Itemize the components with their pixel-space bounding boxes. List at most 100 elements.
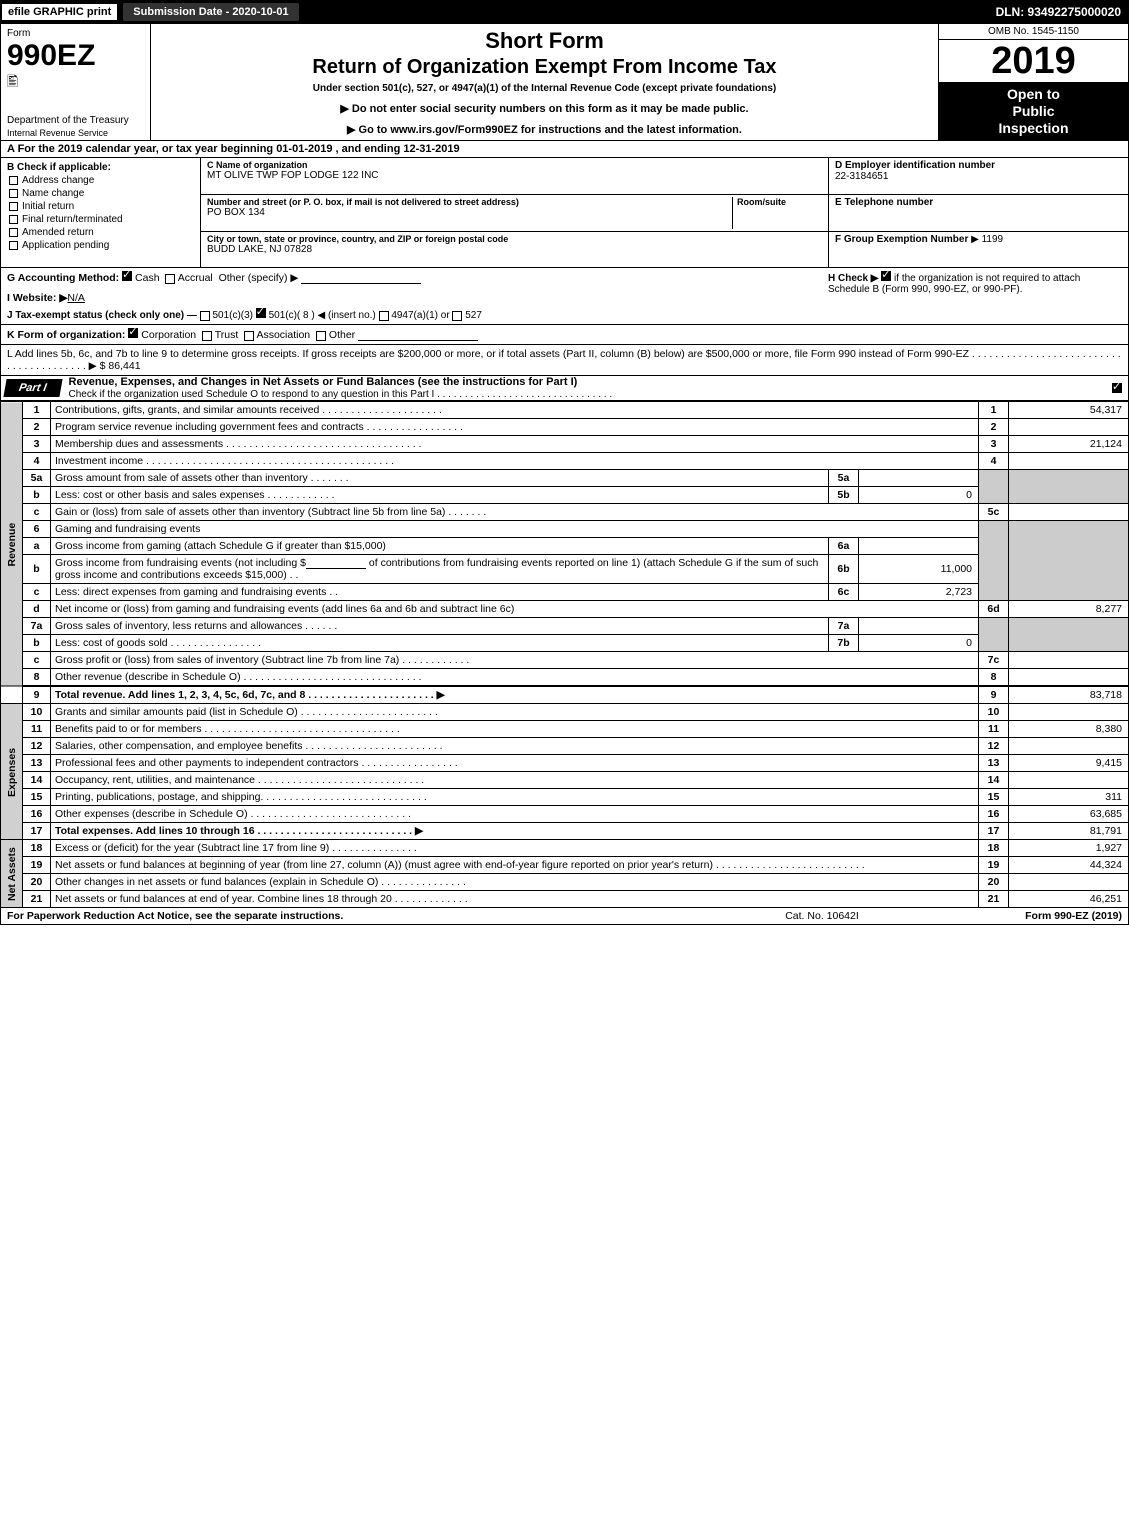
sidecat-netassets: Net Assets — [1, 840, 23, 908]
dln-label: DLN: 93492275000020 — [996, 5, 1127, 19]
org-name: MT OLIVE TWP FOP LODGE 122 INC — [207, 170, 822, 181]
l-row: L Add lines 5b, 6c, and 7b to line 9 to … — [0, 345, 1129, 376]
opt-amended-return[interactable]: Amended return — [9, 227, 194, 238]
amt-7c — [1009, 652, 1129, 669]
j-4947-cb[interactable] — [379, 311, 389, 321]
amt-7a — [859, 618, 979, 635]
sidecat-expenses: Expenses — [1, 704, 23, 840]
opt-name-change[interactable]: Name change — [9, 188, 194, 199]
org-name-row: C Name of organization MT OLIVE TWP FOP … — [201, 158, 828, 195]
amt-20 — [1009, 874, 1129, 891]
6b-blank[interactable] — [306, 557, 366, 569]
city-label: City or town, state or province, country… — [207, 234, 822, 244]
amt-5c — [1009, 504, 1129, 521]
efile-label[interactable]: efile GRAPHIC print — [2, 4, 117, 20]
line-17: 17 Total expenses. Add lines 10 through … — [1, 823, 1129, 840]
submission-date-button[interactable]: Submission Date - 2020-10-01 — [123, 3, 298, 21]
tel-label: E Telephone number — [835, 197, 1122, 208]
k-assoc-cb[interactable] — [244, 331, 254, 341]
amt-12 — [1009, 738, 1129, 755]
l17-text: Total expenses. Add lines 10 through 16 … — [55, 825, 423, 837]
ein-label: D Employer identification number — [835, 160, 1122, 171]
amt-10 — [1009, 704, 1129, 721]
opt-initial-return[interactable]: Initial return — [9, 201, 194, 212]
j-501c-cb[interactable] — [256, 308, 266, 318]
amt-2 — [1009, 419, 1129, 436]
line-7a: 7a Gross sales of inventory, less return… — [1, 618, 1129, 635]
amt-13: 9,415 — [1009, 755, 1129, 772]
k-row: K Form of organization: Corporation Trus… — [0, 325, 1129, 345]
j-501c3: 501(c)(3) — [212, 310, 253, 321]
amt-9: 83,718 — [1009, 686, 1129, 704]
open3: Inspection — [939, 120, 1128, 137]
line-11: 11 Benefits paid to or for members . . .… — [1, 721, 1129, 738]
k-trust-cb[interactable] — [202, 331, 212, 341]
entity-info: B Check if applicable: Address change Na… — [0, 158, 1129, 268]
j-527: 527 — [465, 310, 482, 321]
lines-table: Revenue 1 Contributions, gifts, grants, … — [0, 401, 1129, 908]
grp-label: F Group Exemption Number — [835, 234, 968, 245]
open-public: Open to Public Inspection — [939, 82, 1128, 140]
k-other-cb[interactable] — [316, 331, 326, 341]
irs-icon: 🖺 — [7, 71, 144, 95]
opt-final-return[interactable]: Final return/terminated — [9, 214, 194, 225]
page-footer: For Paperwork Reduction Act Notice, see … — [0, 908, 1129, 925]
form-number: 990EZ — [7, 41, 144, 71]
form-header: Form 990EZ 🖺 Department of the Treasury … — [0, 24, 1129, 141]
line-7b: b Less: cost of goods sold . . . . . . .… — [1, 635, 1129, 652]
k-corp-cb[interactable] — [128, 328, 138, 338]
h-checkbox[interactable] — [881, 271, 891, 281]
opt-address-change[interactable]: Address change — [9, 175, 194, 186]
cash-label: Cash — [135, 272, 160, 284]
amt-5a — [859, 470, 979, 487]
line-5c: c Gain or (loss) from sale of assets oth… — [1, 504, 1129, 521]
cash-checkbox[interactable] — [122, 271, 132, 281]
col-c: C Name of organization MT OLIVE TWP FOP … — [201, 158, 828, 267]
shade-5 — [979, 470, 1009, 504]
part1-header: Part I Revenue, Expenses, and Changes in… — [0, 376, 1129, 401]
opt-application-pending[interactable]: Application pending — [9, 240, 194, 251]
line-5a: 5a Gross amount from sale of assets othe… — [1, 470, 1129, 487]
amt-3: 21,124 — [1009, 436, 1129, 453]
accrual-checkbox[interactable] — [165, 274, 175, 284]
j-501c3-cb[interactable] — [200, 311, 210, 321]
addr-value: PO BOX 134 — [207, 207, 732, 218]
amt-4 — [1009, 453, 1129, 470]
part1-scheduleO-checkbox[interactable] — [1112, 383, 1122, 393]
line-16: 16 Other expenses (describe in Schedule … — [1, 806, 1129, 823]
header-mid: Short Form Return of Organization Exempt… — [151, 24, 938, 140]
amt-21: 46,251 — [1009, 891, 1129, 908]
j-527-cb[interactable] — [452, 311, 462, 321]
line-20: 20 Other changes in net assets or fund b… — [1, 874, 1129, 891]
line-6: 6 Gaming and fundraising events — [1, 521, 1129, 538]
line-4: 4 Investment income . . . . . . . . . . … — [1, 453, 1129, 470]
form-word: Form — [7, 28, 144, 39]
addr-label: Number and street (or P. O. box, if mail… — [207, 197, 732, 207]
amt-18: 1,927 — [1009, 840, 1129, 857]
amt-16: 63,685 — [1009, 806, 1129, 823]
col-b: B Check if applicable: Address change Na… — [1, 158, 201, 267]
other-blank[interactable] — [301, 272, 421, 284]
amt-8 — [1009, 669, 1129, 687]
l9-text: Total revenue. Add lines 1, 2, 3, 4, 5c,… — [55, 689, 445, 701]
header-left: Form 990EZ 🖺 Department of the Treasury … — [1, 24, 151, 140]
arrow-goto-text[interactable]: ▶ Go to www.irs.gov/Form990EZ for instru… — [347, 124, 742, 136]
website-value[interactable]: N/A — [67, 292, 85, 304]
amt-7b: 0 — [859, 635, 979, 652]
line-12: 12 Salaries, other compensation, and emp… — [1, 738, 1129, 755]
j-501c: 501(c)( 8 ) ◀ (insert no.) — [269, 310, 376, 321]
open1: Open to — [939, 86, 1128, 103]
room-label: Room/suite — [737, 197, 822, 207]
line-18: Net Assets 18 Excess or (deficit) for th… — [1, 840, 1129, 857]
k-label: K Form of organization: — [7, 329, 125, 341]
line-13: 13 Professional fees and other payments … — [1, 755, 1129, 772]
dept-treasury: Department of the Treasury — [7, 115, 144, 126]
irs-service: Internal Revenue Service — [7, 128, 108, 138]
g-accounting: G Accounting Method: Cash Accrual Other … — [7, 271, 822, 321]
line-6b: b Gross income from fundraising events (… — [1, 555, 1129, 584]
k-other-blank[interactable] — [358, 329, 478, 341]
line-21: 21 Net assets or fund balances at end of… — [1, 891, 1129, 908]
part1-pill: Part I — [3, 379, 62, 397]
amt-17: 81,791 — [1009, 823, 1129, 840]
line-7c: c Gross profit or (loss) from sales of i… — [1, 652, 1129, 669]
